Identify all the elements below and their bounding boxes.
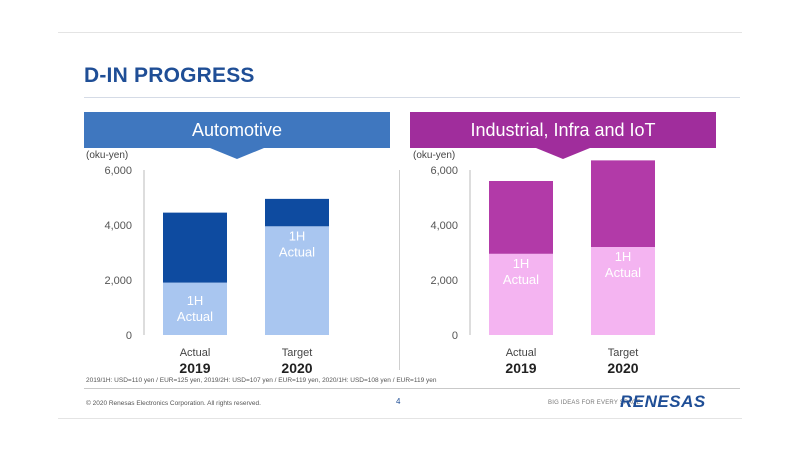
automotive-y-tick-label: 4,000 [104,220,132,232]
automotive-unit-label: (oku-yen) [86,150,129,161]
industrial-bar-label-1h: 1H [615,249,632,264]
industrial-bar-total [489,181,553,254]
industrial-bar-1h [591,247,655,335]
automotive-bar-label-actual: Actual [279,244,315,259]
industrial-chart: 02,0004,0006,0001HActualActual20191HActu… [430,160,655,376]
industrial-category-year: 2019 [505,360,536,376]
automotive-bar-1h [265,226,329,335]
footer-divider [84,388,740,389]
industrial-banner-shape [410,112,716,159]
industrial-category-label: Actual [506,347,537,359]
title-divider [84,97,740,98]
industrial-bar-total [591,160,655,247]
automotive-bar-1h [163,282,227,335]
industrial-unit-label: (oku-yen) [413,150,456,161]
automotive-bar-total [163,212,227,283]
renesas-logo: RENESAS [620,392,706,411]
automotive-y-tick-label: 6,000 [104,165,132,177]
automotive-banner-shape [84,112,390,159]
automotive-bar-label-1h: 1H [289,228,306,243]
industrial-y-tick-label: 4,000 [430,220,458,232]
automotive-category-label: Actual [180,347,211,359]
automotive-category-year: 2020 [281,360,312,376]
automotive-banner: Automotive [84,112,390,160]
page-number: 4 [396,397,401,406]
industrial-banner: Industrial, Infra and IoT [410,112,716,160]
industrial-y-tick-label: 2,000 [430,275,458,287]
industrial-y-tick-label: 0 [452,330,458,342]
panel-divider [399,170,400,370]
automotive-y-tick-label: 2,000 [104,275,132,287]
automotive-category-year: 2019 [179,360,210,376]
brand-tagline: BIG IDEAS FOR EVERY SPACE [548,400,641,406]
industrial-bar-1h [489,253,553,335]
automotive-chart: 02,0004,0006,0001HActualActual20191HActu… [104,165,329,376]
automotive-banner-label: Automotive [191,120,283,140]
automotive-y-tick-label: 0 [126,330,132,342]
automotive-bar-label-1h: 1H [187,293,204,308]
page-title: D-IN PROGRESS [84,64,255,87]
industrial-category-label: Target [608,347,639,359]
copyright-text: © 2020 Renesas Electronics Corporation. … [86,400,261,407]
automotive-category-label: Target [282,347,313,359]
industrial-banner-label: Industrial, Infra and IoT [470,120,656,140]
automotive-bar-label-actual: Actual [177,309,213,324]
industrial-y-tick-label: 6,000 [430,165,458,177]
automotive-bar-total [265,198,329,227]
industrial-bar-label-1h: 1H [513,256,530,271]
industrial-category-year: 2020 [607,360,638,376]
exchange-rate-footnote: 2019/1H: USD=110 yen / EUR=125 yen, 2019… [86,377,437,384]
industrial-bar-label-actual: Actual [605,265,641,280]
industrial-bar-label-actual: Actual [503,272,539,287]
